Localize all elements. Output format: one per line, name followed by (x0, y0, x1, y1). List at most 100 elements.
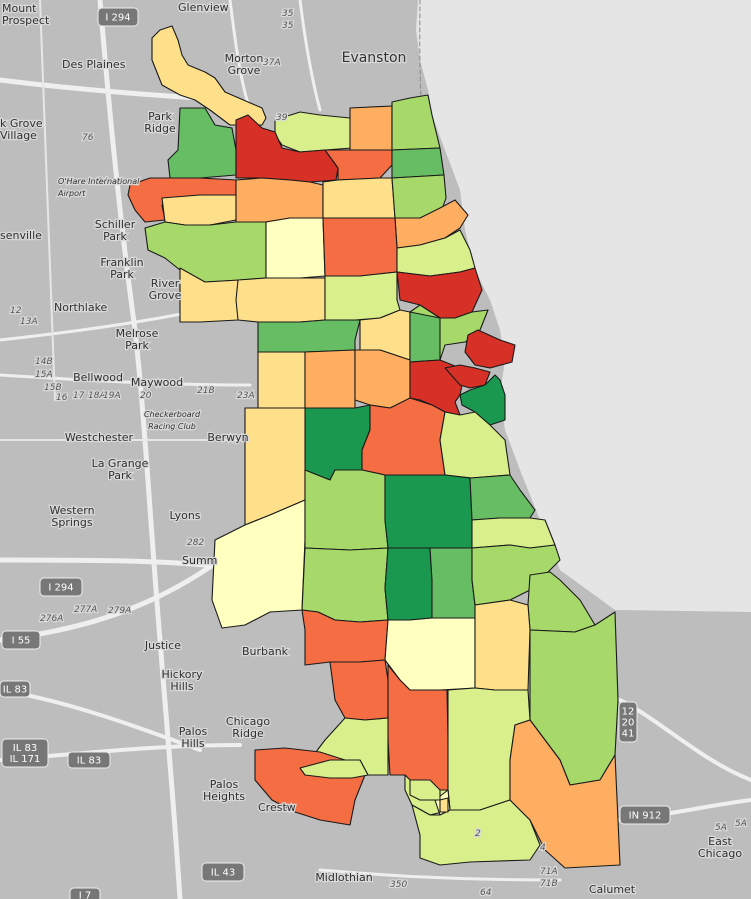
exit-number: 15A (35, 370, 53, 380)
community-area-west-elsdon[interactable] (301, 547, 389, 623)
community-area-jefferson-park-south[interactable] (235, 177, 324, 223)
place-label-hickory-hills: Hickory Hills (161, 668, 203, 693)
exit-number: 5A (735, 819, 747, 829)
exit-number: 350 (390, 880, 407, 890)
community-area-north-lawndale[interactable] (304, 404, 371, 481)
exit-number: 19A (103, 391, 121, 401)
exit-number: 71B (540, 879, 558, 889)
community-area-portage-park[interactable] (265, 217, 326, 279)
road-shield-il43: IL 43 (201, 862, 245, 882)
road-shield-in912: IN 912 (619, 805, 671, 825)
community-area-near-north[interactable] (464, 329, 516, 369)
community-area-loop[interactable] (444, 364, 491, 389)
place-label-mount-prospect: Mount Prospect (2, 2, 50, 27)
community-area-west-town[interactable] (354, 349, 411, 409)
place-label-park-ridge: Park Ridge (144, 110, 176, 135)
community-area-riverdale[interactable] (299, 759, 369, 779)
svg-text:IL 43: IL 43 (211, 868, 235, 879)
road-shield-i7: I 7 (69, 887, 101, 899)
place-label-checkerboard: Checkerboard Racing Club (144, 410, 201, 431)
community-area-belmont-cragin[interactable] (235, 277, 326, 323)
community-area-north-park[interactable] (322, 177, 396, 219)
svg-text:I 294: I 294 (105, 13, 130, 24)
place-label-bensenville: senville (0, 229, 42, 242)
community-area-edison-park-north[interactable] (151, 25, 267, 126)
exit-number: 71A (540, 867, 558, 877)
place-label-westchester: Westchester (65, 431, 134, 444)
svg-text:IN 912: IN 912 (629, 811, 662, 822)
place-label-river-grove: River Grove (149, 277, 182, 302)
community-area-austin-north[interactable] (257, 319, 361, 353)
exit-number: 14B (35, 357, 53, 367)
road-shield-il83-a: IL 83 (0, 680, 31, 698)
place-label-lyons: Lyons (169, 509, 200, 522)
community-area-roseland[interactable] (411, 799, 541, 866)
community-area-norwood-park[interactable] (161, 194, 237, 226)
exit-number: 37A (263, 58, 281, 68)
community-area-new-city[interactable] (384, 547, 433, 621)
place-label-justice: Justice (144, 639, 181, 652)
community-area-near-west[interactable] (409, 359, 463, 416)
community-area-englewood[interactable] (429, 547, 476, 619)
place-label-summit: Summ (182, 554, 217, 567)
place-label-midlothian: Midlothian (315, 871, 372, 884)
place-label-maywood: Maywood (131, 376, 183, 389)
community-area-west-pullman[interactable] (409, 779, 441, 801)
exit-number: 4 (540, 843, 546, 853)
place-label-bellwood: Bellwood (73, 371, 123, 384)
community-area-logan-square-east[interactable] (409, 311, 441, 363)
road-shield-il83-c: IL 83 (67, 751, 111, 769)
place-label-burbank: Burbank (242, 645, 289, 658)
svg-text:IL 83: IL 83 (3, 685, 27, 696)
community-area-bridgeport[interactable] (384, 474, 473, 549)
community-area-hyde-park[interactable] (471, 517, 556, 549)
place-label-la-grange-park: La Grange Park (92, 457, 149, 482)
place-label-evanston: Evanston (342, 50, 407, 66)
exit-number: 35 (282, 9, 294, 19)
exit-number: 17 (73, 391, 85, 401)
place-label-franklin-park: Franklin Park (100, 256, 143, 281)
place-label-palos-heights: Palos Heights (203, 778, 245, 803)
place-label-glenview: Glenview (178, 1, 229, 14)
place-label-western-springs: Western Springs (49, 504, 94, 529)
indiana-shore (615, 610, 751, 899)
exit-number: 20 (140, 391, 152, 401)
community-area-forest-glen-north[interactable] (349, 105, 393, 151)
community-area-morgan-park[interactable] (439, 797, 449, 813)
place-label-ohare: O'Hare International Airport (57, 177, 140, 198)
exit-number: 76 (82, 133, 94, 143)
community-area-albany-park[interactable] (322, 217, 398, 277)
exit-number: 5A (715, 823, 727, 833)
community-area-west-ridge[interactable] (391, 147, 445, 179)
community-area-garfield-ridge[interactable] (211, 499, 306, 629)
exit-number: 277A (74, 605, 97, 615)
exit-number: 279A (108, 606, 131, 616)
community-area-greater-grand-crossing[interactable] (474, 599, 531, 691)
exit-number: 39 (276, 113, 288, 123)
community-areas (127, 25, 621, 869)
community-area-streeterville[interactable] (459, 374, 506, 426)
community-area-avondale[interactable] (324, 271, 401, 321)
exit-number: 13A (20, 317, 38, 327)
place-label-east-chicago: East Chicago (698, 835, 742, 860)
place-label-calumet: Calumet (589, 883, 636, 896)
community-area-sauganash[interactable] (324, 149, 393, 181)
place-label-elk-grove-village: k Grove Village (0, 117, 43, 142)
exit-number: 2 (475, 829, 481, 839)
community-area-archer-heights[interactable] (304, 469, 389, 551)
community-area-austin[interactable] (257, 351, 306, 409)
place-label-des-plaines: Des Plaines (62, 58, 126, 71)
road-shield-i55: I 55 (1, 630, 41, 650)
community-area-hegewisch[interactable] (509, 719, 621, 869)
community-area-near-south[interactable] (439, 411, 511, 479)
exit-number: 15B (44, 383, 62, 393)
community-area-lower-west-side[interactable] (361, 397, 446, 476)
svg-text:I 294: I 294 (48, 583, 73, 594)
place-label-chicago-ridge: Chicago Ridge (226, 715, 270, 740)
community-area-humboldt-park[interactable] (304, 349, 356, 409)
